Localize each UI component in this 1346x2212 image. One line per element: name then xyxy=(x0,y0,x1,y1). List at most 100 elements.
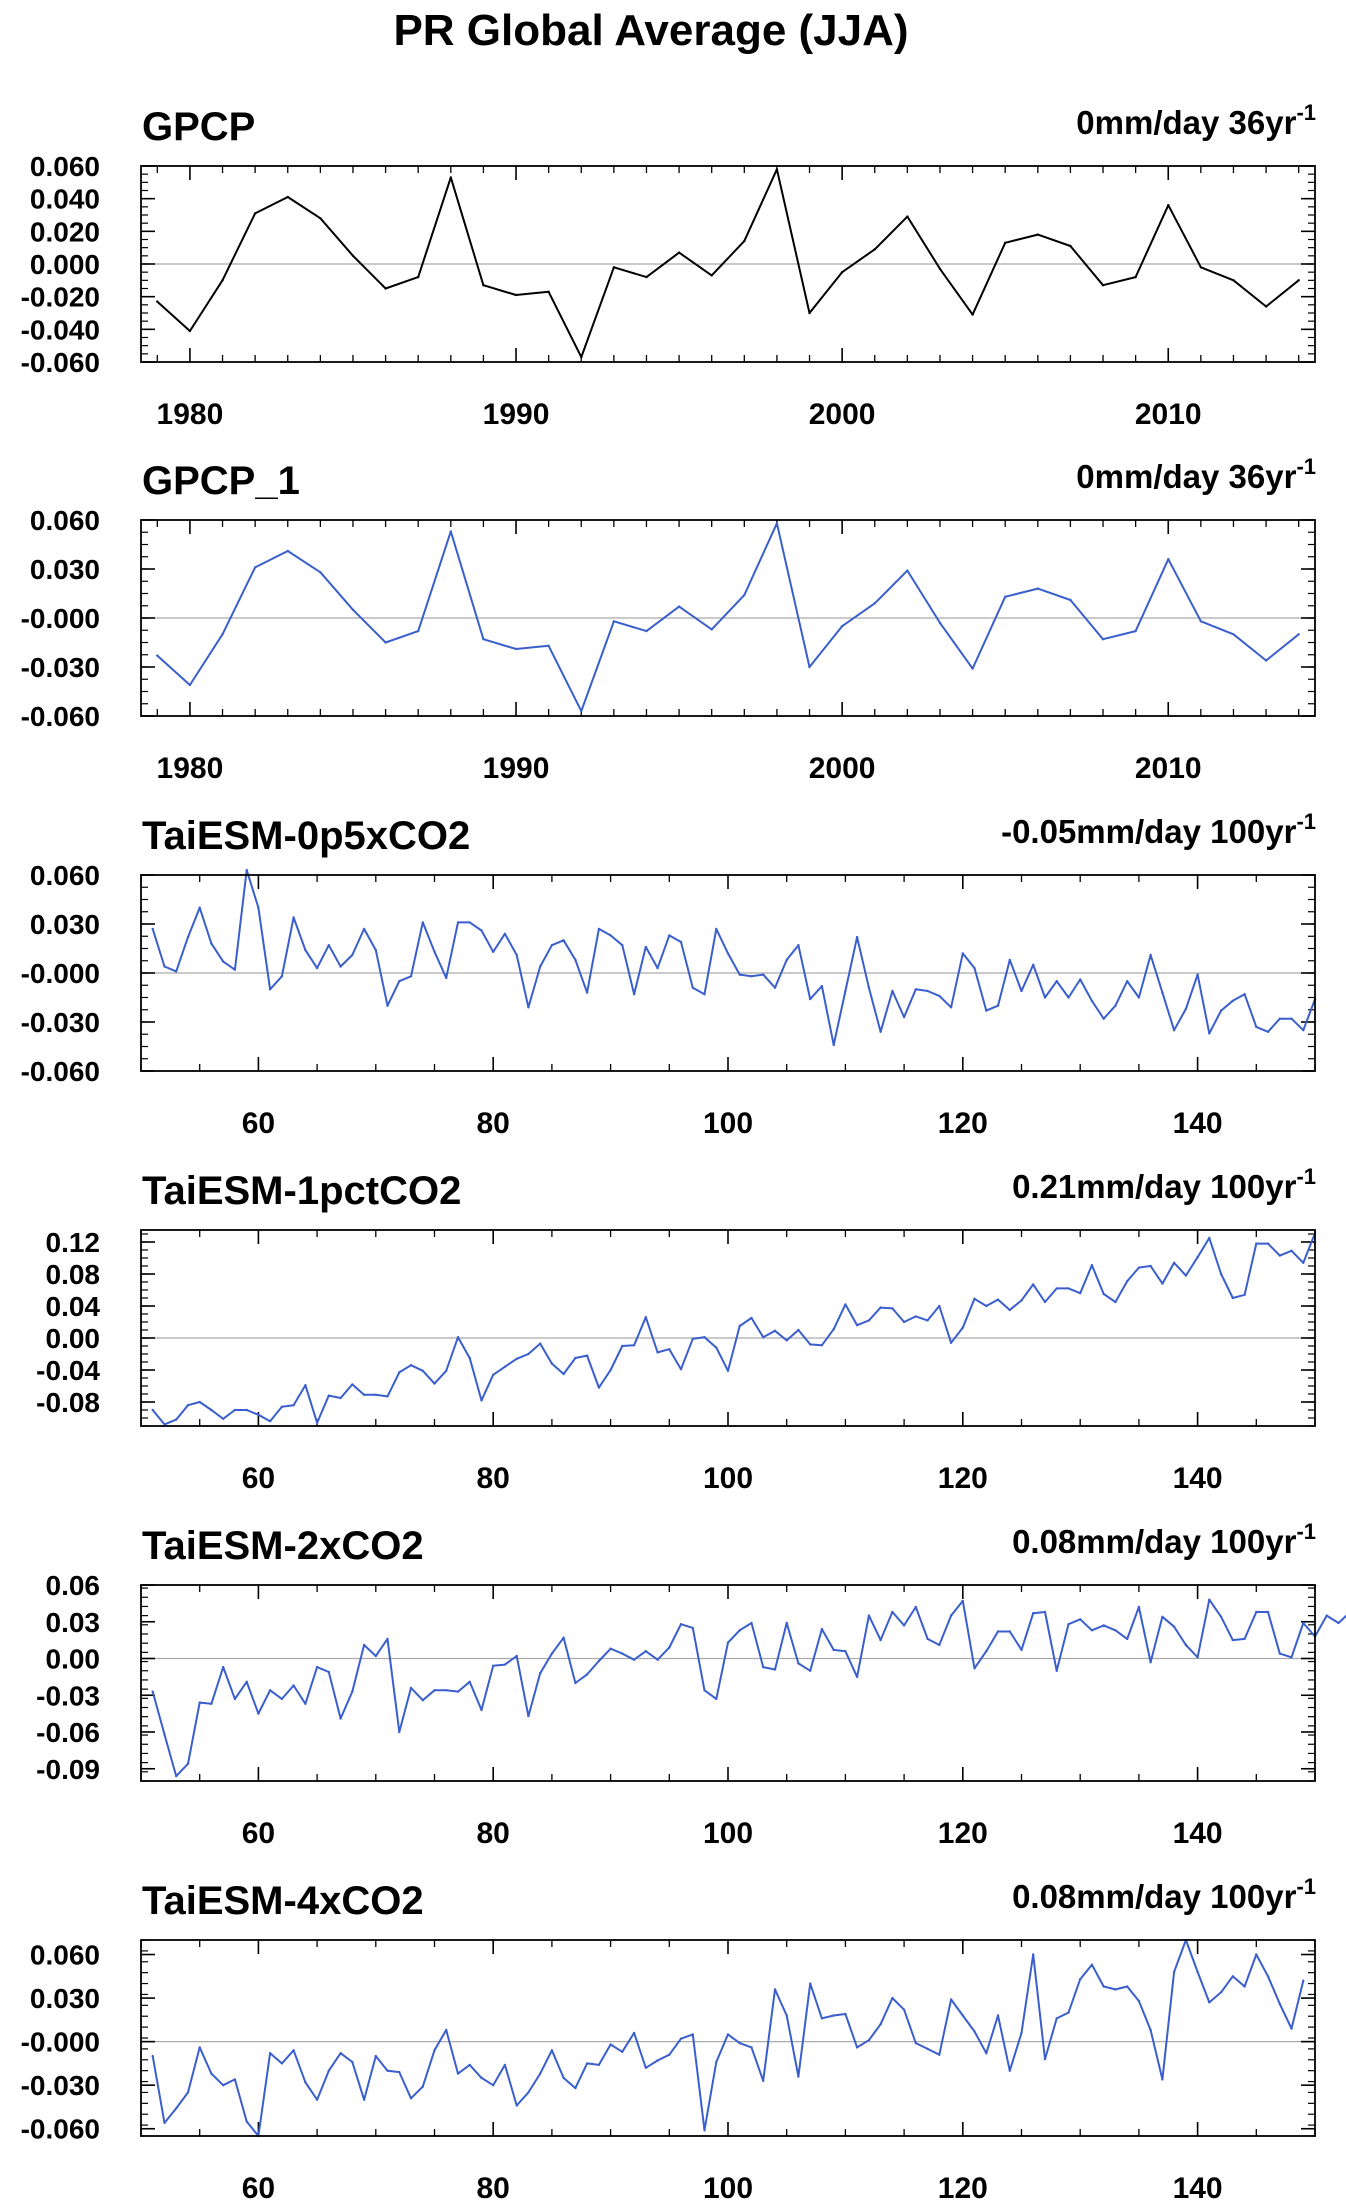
data-point xyxy=(621,1652,624,1655)
data-point xyxy=(547,290,550,293)
data-point xyxy=(384,287,387,290)
data-point xyxy=(1114,1988,1117,1991)
y-tick-label: -0.030 xyxy=(21,652,100,683)
data-point xyxy=(468,921,471,924)
y-tick-label: 0.00 xyxy=(46,1323,101,1354)
data-point xyxy=(867,986,871,989)
data-point xyxy=(1032,1953,1035,1956)
data-point xyxy=(456,921,460,924)
data-point xyxy=(1161,2078,1164,2081)
y-tick-label: 0.060 xyxy=(30,860,100,891)
data-point xyxy=(914,1315,917,1318)
data-point xyxy=(773,1668,777,1671)
data-point xyxy=(456,1336,460,1339)
y-tick-label: 0.000 xyxy=(30,249,100,280)
data-point xyxy=(832,2014,835,2017)
data-point xyxy=(245,1408,248,1412)
data-point xyxy=(386,1004,389,1007)
data-point xyxy=(398,1730,401,1734)
data-point xyxy=(1090,999,1094,1002)
y-tick-label: -0.060 xyxy=(21,1056,100,1087)
data-point xyxy=(1243,1293,1246,1297)
data-point xyxy=(703,1336,706,1339)
data-point xyxy=(609,2043,612,2046)
data-point xyxy=(750,2046,753,2049)
data-point xyxy=(286,549,289,553)
data-point xyxy=(691,1626,694,1630)
data-point xyxy=(268,2052,272,2055)
data-point xyxy=(797,1328,800,1332)
data-point xyxy=(1231,1296,1235,1300)
x-tick-label: 60 xyxy=(242,1462,275,1495)
data-point xyxy=(1337,1621,1340,1625)
y-tick-label: 0.00 xyxy=(46,1644,101,1675)
data-point xyxy=(503,1663,507,1666)
data-point xyxy=(773,1988,777,1991)
data-point xyxy=(1069,244,1072,248)
series-line xyxy=(156,168,1300,359)
data-point xyxy=(715,927,718,931)
data-point xyxy=(691,986,694,989)
data-point xyxy=(926,1637,929,1641)
data-point xyxy=(1290,1249,1293,1253)
trend-exponent: -1 xyxy=(1296,454,1316,479)
trend-exponent: -1 xyxy=(1296,100,1316,125)
data-point xyxy=(632,1344,636,1347)
data-point xyxy=(785,1621,788,1625)
data-point xyxy=(1126,980,1129,983)
data-point xyxy=(351,1690,354,1693)
data-point xyxy=(926,2047,929,2051)
data-point xyxy=(1055,2017,1058,2020)
data-point xyxy=(1032,1283,1035,1286)
data-point xyxy=(1126,1280,1129,1283)
data-point xyxy=(351,1383,354,1386)
data-point xyxy=(514,647,518,651)
data-point xyxy=(738,1629,741,1632)
data-point xyxy=(550,2049,554,2052)
panel-title: TaiESM-1pctCO2 xyxy=(142,1169,461,1213)
data-point xyxy=(304,2081,307,2084)
panel-6: TaiESM-4xCO2 0.08mm/day 100yr-1 60 80 100 120… xyxy=(21,1874,1316,2205)
data-point xyxy=(210,2072,213,2075)
data-point xyxy=(304,1702,307,1706)
data-point xyxy=(775,522,779,525)
data-point xyxy=(1172,1029,1176,1032)
y-tick-label: -0.09 xyxy=(36,1754,100,1785)
data-point xyxy=(891,1307,894,1310)
data-point xyxy=(656,966,659,970)
y-tick-label: -0.060 xyxy=(21,347,100,378)
data-point xyxy=(1020,1648,1023,1652)
data-point xyxy=(210,1702,213,1706)
data-point xyxy=(417,275,420,279)
data-point xyxy=(973,1667,976,1670)
data-point xyxy=(175,970,178,973)
data-point xyxy=(417,629,420,633)
data-point xyxy=(468,2063,471,2067)
data-point xyxy=(926,1319,929,1322)
data-point xyxy=(1243,1985,1246,1988)
data-point xyxy=(409,975,413,978)
data-point xyxy=(715,2060,718,2064)
data-point xyxy=(1208,1032,1211,1035)
x-tick-label: 80 xyxy=(477,1817,510,1850)
data-point xyxy=(515,953,518,957)
data-point xyxy=(1055,1669,1058,1673)
figure-title: PR Global Average (JJA) xyxy=(393,6,908,55)
data-point xyxy=(574,1681,577,1685)
data-point xyxy=(1020,989,1023,993)
data-point xyxy=(409,1686,413,1690)
data-point xyxy=(1255,1242,1258,1245)
data-point xyxy=(245,1680,248,1684)
data-point xyxy=(1290,1656,1293,1659)
data-point xyxy=(844,2012,847,2016)
data-point xyxy=(1243,1637,1246,1641)
data-point xyxy=(775,168,779,171)
data-point xyxy=(645,629,648,633)
data-point xyxy=(773,1329,777,1333)
data-point xyxy=(315,1421,319,1425)
data-point xyxy=(715,1346,718,1349)
data-point xyxy=(832,1648,835,1652)
x-tick-label: 100 xyxy=(703,1817,753,1850)
data-point xyxy=(985,1304,988,1308)
